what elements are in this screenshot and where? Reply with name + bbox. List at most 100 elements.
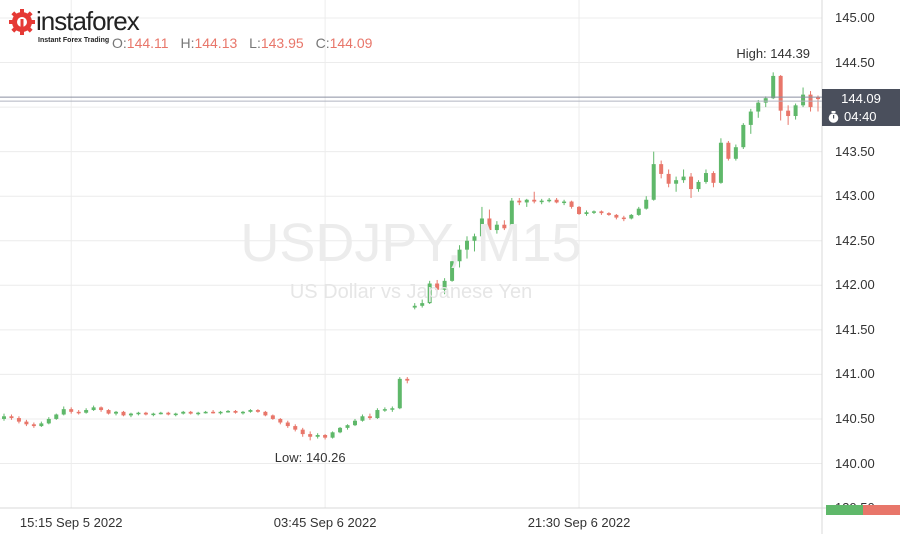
candle-body — [76, 411, 81, 414]
candle-body — [756, 102, 761, 112]
candle-body — [689, 176, 694, 190]
candle-body — [726, 142, 731, 159]
y-tick-label: 140.00 — [835, 455, 875, 471]
candle-body — [629, 214, 634, 219]
candle-body — [24, 421, 29, 425]
candle-body — [99, 407, 104, 411]
low-label: L: — [249, 35, 261, 51]
candle-body — [562, 201, 567, 204]
candle-body — [397, 378, 402, 409]
candle-body — [487, 218, 492, 231]
candle-body — [465, 240, 470, 250]
candle-body — [644, 199, 649, 209]
candle-body — [285, 422, 290, 427]
candle-body — [54, 414, 59, 419]
y-tick-label: 144.50 — [835, 54, 875, 70]
candle-body — [801, 94, 806, 106]
candle-body — [263, 411, 268, 416]
candle-body — [771, 75, 776, 99]
candle-body — [420, 303, 425, 306]
candle-body — [479, 218, 484, 237]
candle-body — [300, 429, 305, 435]
candle-body — [763, 98, 768, 103]
candle-body — [718, 142, 723, 183]
candle-body — [599, 211, 604, 214]
candle-body — [121, 411, 126, 416]
candle-body — [255, 410, 260, 412]
sell-volume-bar — [863, 505, 900, 515]
y-tick-label: 145.00 — [835, 10, 875, 25]
instaforex-logo: instaforex Instant Forex Trading — [8, 6, 140, 44]
candle-body — [405, 378, 410, 381]
y-tick-label: 141.00 — [835, 366, 875, 382]
gear-logo-icon — [9, 9, 35, 35]
high-annotation: High: 144.39 — [736, 46, 811, 62]
x-tick-label: 03:45 Sep 6 2022 — [273, 515, 377, 530]
close-value: 144.09 — [329, 35, 373, 51]
candle-body — [651, 164, 656, 200]
logo-wordmark: instaforex — [36, 6, 140, 36]
candle-body — [606, 213, 611, 215]
clock-icon — [828, 111, 839, 123]
candle-body — [435, 283, 440, 290]
candle-body — [46, 418, 51, 424]
candle-body — [696, 181, 701, 190]
candle-body — [472, 236, 477, 241]
candle-body — [577, 206, 582, 215]
candle-body — [786, 110, 791, 117]
candle-body — [69, 409, 74, 412]
low-value: 143.95 — [260, 35, 304, 51]
y-tick-label: 143.00 — [835, 188, 875, 204]
candle-body — [509, 200, 514, 229]
y-tick-label: 142.50 — [835, 232, 875, 248]
candle-body — [539, 200, 544, 203]
candle-body — [16, 418, 21, 422]
candle-body — [136, 412, 141, 415]
candle-body — [733, 147, 738, 159]
candle-body — [323, 434, 328, 438]
candle-body — [382, 409, 387, 411]
candle-body — [330, 432, 335, 438]
candle-body — [203, 411, 208, 414]
candle-body — [278, 418, 283, 423]
candle-body — [91, 407, 96, 411]
candle-body — [681, 176, 686, 181]
candle-body — [502, 224, 507, 229]
candle-body — [173, 413, 178, 416]
candle-body — [106, 410, 111, 414]
candle-body — [61, 409, 66, 415]
candle-body — [226, 410, 231, 413]
candle-body — [584, 212, 589, 215]
candle-body — [2, 416, 6, 419]
candle-body — [196, 412, 201, 415]
candle-body — [412, 305, 417, 308]
candle-body — [748, 111, 753, 125]
candle-body — [315, 434, 320, 437]
candle-body — [308, 434, 313, 437]
high-label: H: — [180, 35, 195, 51]
candle-body — [390, 408, 395, 410]
candle-body — [659, 164, 664, 174]
candle-body — [39, 423, 44, 427]
timer-value: 04:40 — [844, 109, 877, 124]
candle-body — [211, 411, 216, 414]
candle-body — [427, 283, 432, 304]
candle-body — [352, 420, 357, 426]
open-label: O: — [112, 35, 127, 51]
candle-body — [547, 199, 552, 202]
candle-body — [240, 411, 245, 414]
candle-body — [793, 105, 798, 117]
candle-body — [778, 75, 783, 111]
candle-body — [218, 411, 223, 414]
candle-body — [614, 214, 619, 218]
candle-body — [517, 200, 522, 203]
buy-volume-bar — [826, 505, 863, 515]
candle-body — [31, 424, 36, 427]
candle-body — [666, 173, 671, 184]
candle-body — [181, 411, 186, 414]
candle-body — [345, 425, 350, 428]
candle-body — [494, 224, 499, 231]
candle-body — [457, 249, 462, 262]
candle-body — [442, 280, 447, 290]
